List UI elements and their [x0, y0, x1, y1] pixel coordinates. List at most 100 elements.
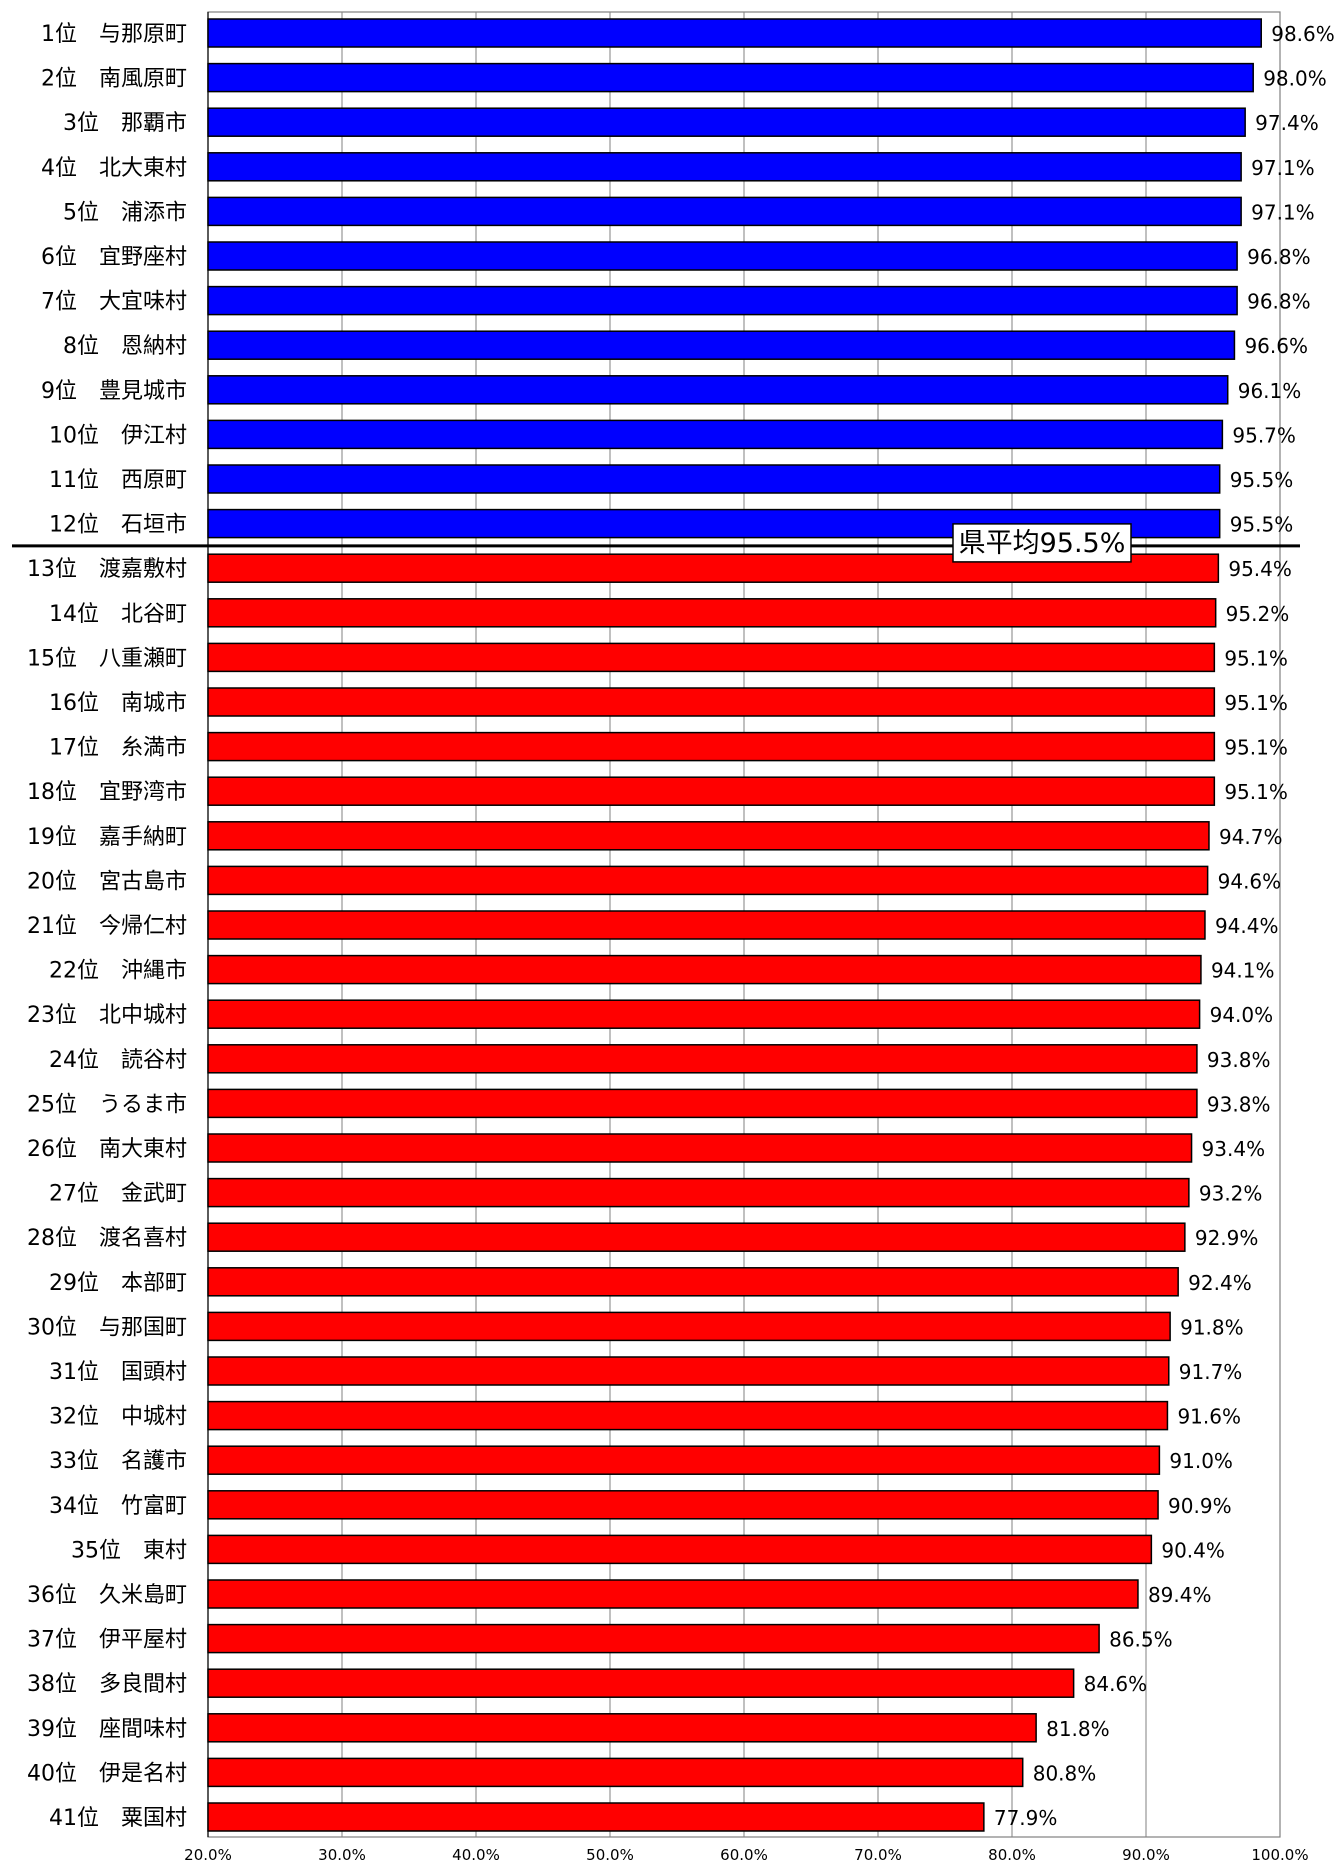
value-label: 81.8% — [1046, 1717, 1110, 1741]
bar — [207, 954, 1202, 985]
value-label: 95.7% — [1232, 423, 1296, 447]
bar — [207, 776, 1216, 806]
value-label: 90.9% — [1168, 1494, 1232, 1518]
category-label: 29位 本部町 — [49, 1271, 187, 1296]
category-label: 2位 南風原町 — [41, 67, 187, 92]
value-label: 95.1% — [1224, 780, 1288, 804]
bar — [207, 285, 1238, 316]
bar — [207, 1044, 1198, 1074]
bar — [207, 330, 1236, 360]
category-label: 23位 北中城村 — [27, 1003, 187, 1028]
bar — [207, 999, 1201, 1029]
category-label: 21位 今帰仁村 — [27, 914, 187, 939]
category-label: 17位 糸満市 — [49, 736, 187, 761]
category-label: 3位 那覇市 — [63, 111, 187, 136]
bar — [207, 1668, 1075, 1698]
bar — [207, 1757, 1024, 1788]
bar — [207, 241, 1238, 271]
value-label: 86.5% — [1109, 1628, 1173, 1652]
category-label: 33位 名護市 — [49, 1449, 187, 1474]
bar — [207, 1133, 1193, 1163]
value-label: 96.6% — [1244, 334, 1308, 358]
category-label: 31位 国頭村 — [49, 1360, 187, 1385]
value-label: 94.1% — [1211, 959, 1275, 983]
bar — [207, 1802, 985, 1832]
x-tick-label: 90.0% — [1122, 1846, 1170, 1863]
category-label: 9位 豊見城市 — [41, 379, 187, 404]
bar — [207, 1400, 1169, 1431]
bars — [207, 18, 1262, 1832]
bar — [207, 1490, 1159, 1520]
bar — [207, 152, 1242, 182]
value-label: 98.6% — [1271, 22, 1335, 46]
value-label: 96.1% — [1238, 379, 1302, 403]
value-label: 92.4% — [1188, 1271, 1252, 1295]
value-label: 95.5% — [1230, 513, 1294, 537]
x-tick-label: 70.0% — [854, 1846, 902, 1863]
bar — [207, 196, 1242, 227]
category-label: 20位 宮古島市 — [27, 869, 187, 894]
value-label: 94.7% — [1219, 825, 1283, 849]
value-label: 94.0% — [1210, 1003, 1274, 1027]
bar — [207, 1579, 1139, 1609]
bar — [207, 687, 1216, 717]
category-label: 7位 大宜味村 — [41, 290, 187, 315]
bar — [207, 419, 1224, 450]
value-label: 84.6% — [1084, 1672, 1148, 1696]
average-label-box — [952, 523, 1132, 563]
value-label: 95.1% — [1224, 646, 1288, 670]
bar — [207, 1177, 1190, 1208]
bar — [207, 18, 1262, 48]
value-label: 97.1% — [1251, 200, 1315, 224]
bar — [207, 1311, 1171, 1342]
bar — [207, 1088, 1198, 1119]
value-label: 95.1% — [1224, 736, 1288, 760]
bar — [207, 731, 1216, 762]
value-label: 94.4% — [1215, 914, 1279, 938]
value-label: 93.2% — [1199, 1182, 1263, 1206]
category-label: 16位 南城市 — [49, 691, 187, 716]
value-label: 91.8% — [1180, 1315, 1244, 1339]
bar — [207, 865, 1209, 896]
bar — [207, 1445, 1161, 1475]
bar — [207, 821, 1210, 851]
value-label: 91.0% — [1169, 1449, 1233, 1473]
category-label: 30位 与那国町 — [27, 1315, 187, 1340]
category-label: 19位 嘉手納町 — [27, 825, 187, 850]
value-label: 97.1% — [1251, 156, 1315, 180]
value-label: 91.6% — [1177, 1405, 1241, 1429]
category-label: 18位 宜野湾市 — [27, 780, 187, 805]
value-label: 89.4% — [1148, 1583, 1212, 1607]
category-label: 40位 伊是名村 — [27, 1761, 187, 1786]
category-label: 41位 粟国村 — [49, 1806, 187, 1831]
x-tick-label: 80.0% — [988, 1846, 1036, 1863]
value-label: 91.7% — [1179, 1360, 1243, 1384]
category-label: 27位 金武町 — [49, 1182, 187, 1207]
average-reference: 県平均95.5% — [12, 523, 1300, 563]
x-axis-ticks: 20.0% 30.0% 40.0% 50.0% 60.0% 70.0% 80.0% 90.0%… — [184, 1846, 1308, 1864]
bar — [207, 1534, 1153, 1565]
category-label: 37位 伊平屋村 — [27, 1628, 187, 1653]
value-labels: 98.6% 98.0% 97.4% 97.1% 97.1% 96.8% 96.8% 96.6%… — [994, 22, 1335, 1830]
category-label: 36位 久米島町 — [27, 1583, 187, 1608]
category-label: 22位 沖縄市 — [49, 959, 187, 984]
category-label: 26位 南大東村 — [27, 1137, 187, 1162]
value-label: 98.0% — [1263, 67, 1327, 91]
x-tick-label: 30.0% — [318, 1846, 366, 1863]
value-label: 95.4% — [1228, 557, 1292, 581]
category-label: 39位 座間味村 — [27, 1717, 187, 1742]
bar — [207, 107, 1246, 137]
category-label: 4位 北大東村 — [41, 156, 187, 181]
category-label: 24位 読谷村 — [49, 1048, 187, 1073]
bar — [207, 1267, 1179, 1297]
value-label: 95.1% — [1224, 691, 1288, 715]
value-label: 80.8% — [1033, 1761, 1097, 1785]
category-labels: 1位 与那原町 2位 南風原町 3位 那覇市 4位 北大東村 5位 浦添市 6位 宜野座村… — [27, 22, 187, 1831]
bar — [207, 642, 1216, 673]
bar — [207, 464, 1221, 494]
category-label: 13位 渡嘉敷村 — [27, 557, 187, 582]
bar — [207, 1222, 1186, 1252]
category-label: 6位 宜野座村 — [41, 245, 187, 270]
